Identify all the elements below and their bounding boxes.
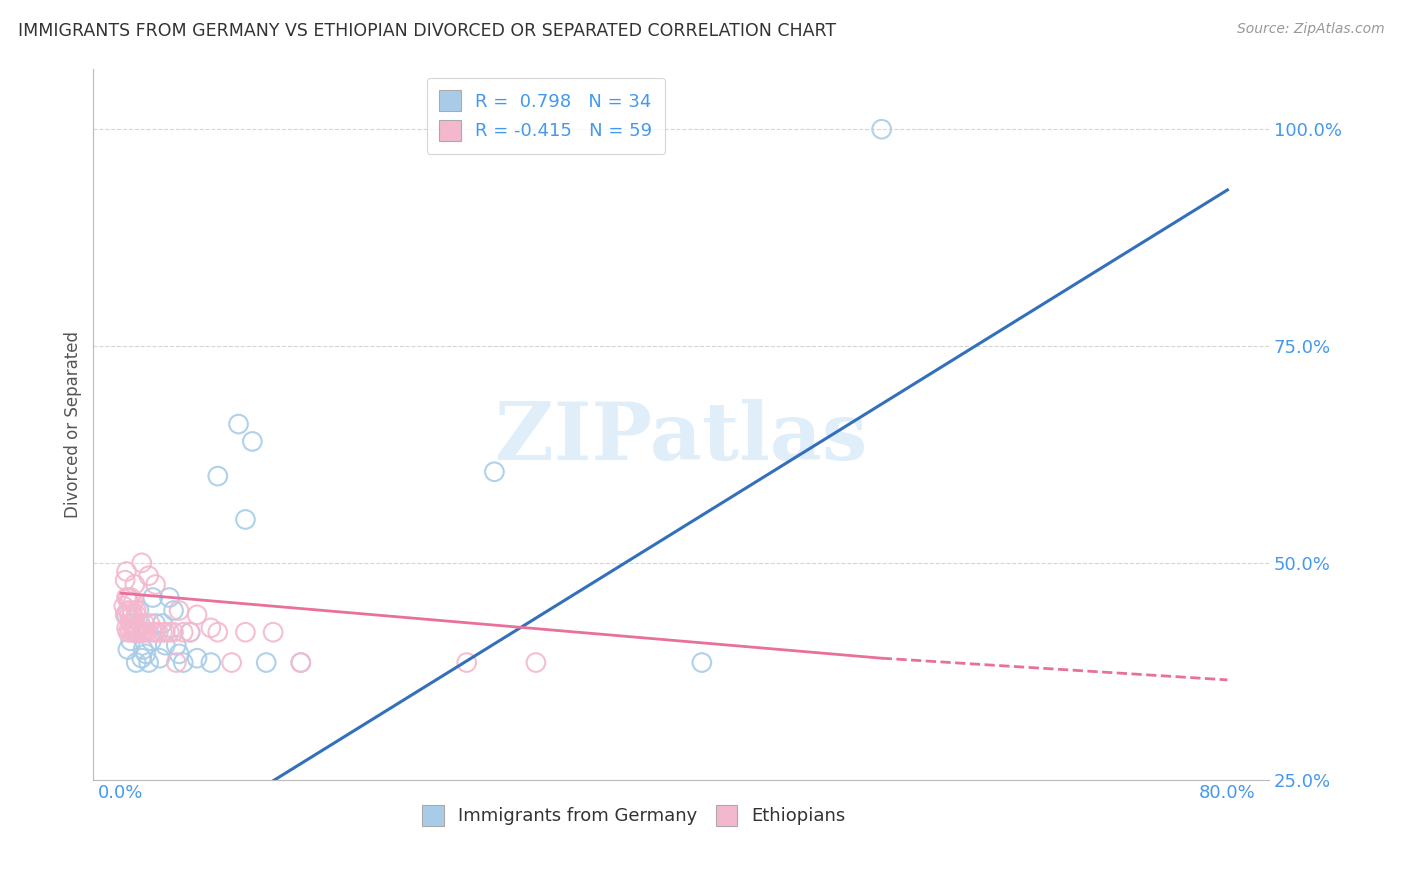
Point [121, 616, 143, 631]
Point [134, 625, 156, 640]
Point [125, 656, 148, 670]
Point [186, 607, 208, 622]
Point [122, 616, 145, 631]
Point [207, 469, 229, 483]
Point [145, 616, 167, 631]
Point [124, 625, 146, 640]
Point [221, 656, 243, 670]
Point [115, 565, 138, 579]
Point [121, 607, 143, 622]
Point [128, 625, 150, 640]
Point [235, 625, 257, 640]
Point [138, 656, 160, 670]
Point [112, 599, 135, 614]
Legend: Immigrants from Germany, Ethiopians: Immigrants from Germany, Ethiopians [413, 796, 855, 835]
Point [157, 625, 180, 640]
Point [200, 656, 222, 670]
Point [138, 569, 160, 583]
Point [149, 651, 172, 665]
Y-axis label: Divorced or Separated: Divorced or Separated [65, 331, 82, 517]
Point [207, 625, 229, 640]
Point [129, 616, 152, 631]
Point [200, 621, 222, 635]
Point [124, 612, 146, 626]
Point [179, 625, 201, 640]
Point [172, 656, 194, 670]
Point [134, 616, 156, 631]
Point [142, 591, 165, 605]
Point [165, 638, 187, 652]
Point [136, 625, 159, 640]
Point [145, 577, 167, 591]
Point [165, 656, 187, 670]
Point [115, 607, 138, 622]
Point [118, 595, 141, 609]
Point [121, 616, 143, 631]
Point [152, 625, 174, 640]
Point [162, 603, 184, 617]
Point [121, 603, 143, 617]
Point [117, 642, 139, 657]
Point [172, 625, 194, 640]
Point [152, 616, 174, 631]
Point [117, 625, 139, 640]
Point [524, 656, 547, 670]
Point [155, 625, 177, 640]
Point [456, 656, 478, 670]
Text: Source: ZipAtlas.com: Source: ZipAtlas.com [1237, 22, 1385, 37]
Point [870, 122, 893, 136]
Point [186, 651, 208, 665]
Point [124, 577, 146, 591]
Point [118, 607, 141, 622]
Point [127, 625, 149, 640]
Point [155, 638, 177, 652]
Point [125, 625, 148, 640]
Point [141, 633, 163, 648]
Point [262, 625, 284, 640]
Point [139, 616, 162, 631]
Point [115, 591, 138, 605]
Point [114, 573, 136, 587]
Point [135, 647, 157, 661]
Point [131, 651, 153, 665]
Point [235, 512, 257, 526]
Point [125, 607, 148, 622]
Point [131, 556, 153, 570]
Point [167, 647, 190, 661]
Point [120, 591, 142, 605]
Point [114, 607, 136, 622]
Point [145, 625, 167, 640]
Point [120, 633, 142, 648]
Point [167, 603, 190, 617]
Text: IMMIGRANTS FROM GERMANY VS ETHIOPIAN DIVORCED OR SEPARATED CORRELATION CHART: IMMIGRANTS FROM GERMANY VS ETHIOPIAN DIV… [18, 22, 837, 40]
Point [240, 434, 263, 449]
Point [179, 625, 201, 640]
Point [117, 603, 139, 617]
Point [290, 656, 312, 670]
Point [115, 621, 138, 635]
Point [132, 625, 155, 640]
Point [120, 616, 142, 631]
Point [148, 625, 170, 640]
Point [117, 591, 139, 605]
Point [132, 642, 155, 657]
Point [228, 417, 250, 431]
Point [124, 621, 146, 635]
Point [120, 625, 142, 640]
Point [125, 603, 148, 617]
Point [690, 656, 713, 670]
Point [254, 656, 277, 670]
Point [122, 595, 145, 609]
Point [131, 625, 153, 640]
Point [162, 625, 184, 640]
Point [484, 465, 506, 479]
Point [142, 625, 165, 640]
Text: ZIPatlas: ZIPatlas [495, 400, 868, 477]
Point [157, 591, 180, 605]
Point [118, 621, 141, 635]
Point [128, 603, 150, 617]
Point [290, 656, 312, 670]
Point [122, 625, 145, 640]
